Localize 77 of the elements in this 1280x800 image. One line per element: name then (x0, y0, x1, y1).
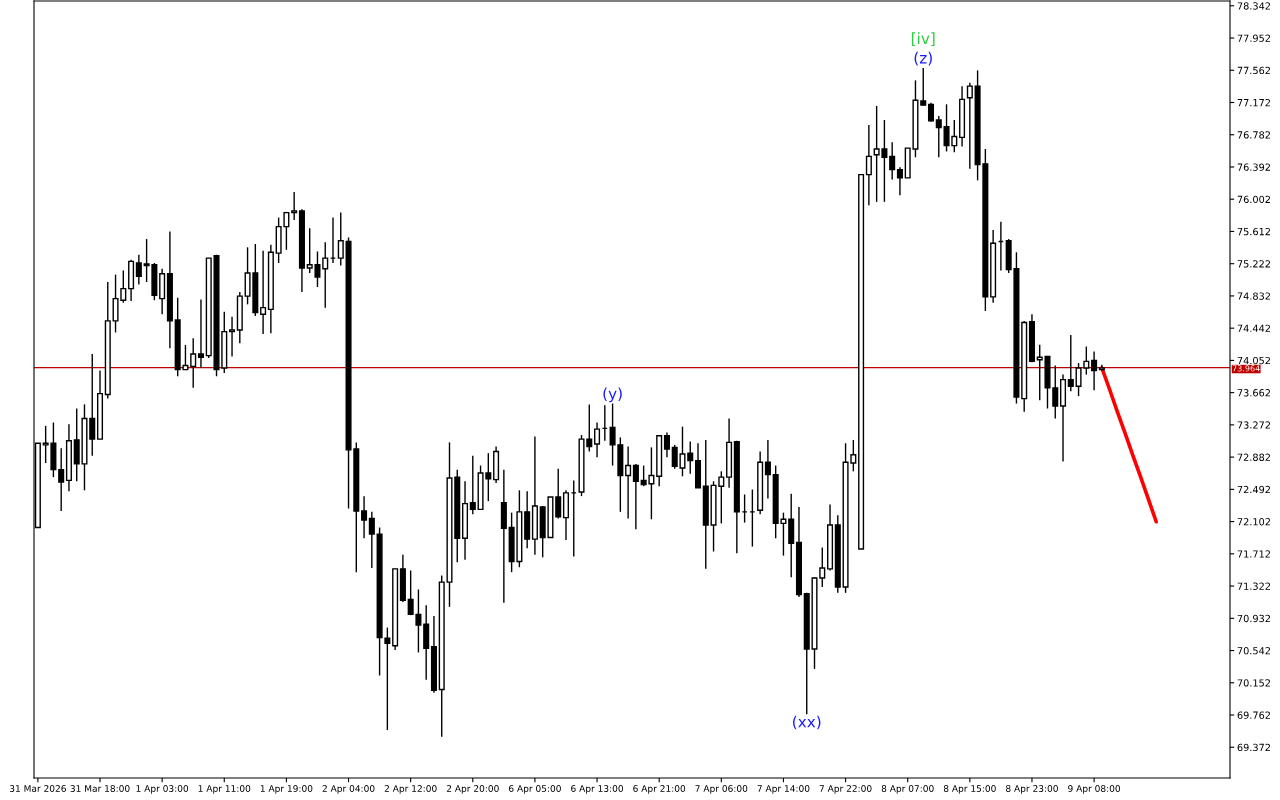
y-tick-label: 74.442 (1237, 324, 1270, 332)
candlestick (423, 604, 430, 681)
x-tick-label: 8 Apr 07:00 (881, 785, 934, 794)
x-tick-label: 9 Apr 08:00 (1068, 785, 1121, 794)
x-tick-label: 1 Apr 19:00 (260, 785, 313, 794)
y-tick-label: 74.832 (1237, 292, 1270, 300)
candlestick (384, 626, 391, 731)
y-tick-label: 71.322 (1237, 582, 1270, 590)
x-tick-label: 2 Apr 20:00 (446, 785, 499, 794)
candlestick (625, 445, 632, 520)
x-tick-label: 31 Mar 2026 (9, 785, 66, 792)
y-tick-label: 72.492 (1237, 485, 1270, 494)
candlestick (555, 468, 562, 520)
candlestick (1067, 334, 1074, 392)
x-tick-label: 7 Apr 14:00 (757, 785, 810, 794)
x-tick-label: 8 Apr 15:00 (943, 785, 996, 794)
candlestick (368, 511, 375, 569)
x-tick-label: 1 Apr 11:00 (198, 785, 251, 794)
y-tick-label: 70.932 (1237, 614, 1270, 623)
candlestick (361, 495, 368, 539)
annotation: (y) (603, 387, 622, 403)
y-tick-label: 73.272 (1237, 421, 1270, 429)
y-tick-label: 70.542 (1237, 647, 1270, 655)
x-tick-label: 7 Apr 06:00 (695, 785, 748, 794)
candlestick (764, 439, 771, 500)
candlestick (190, 337, 197, 389)
y-tick-label: 77.952 (1237, 34, 1270, 42)
candlestick (337, 211, 344, 267)
x-tick-label: 6 Apr 05:00 (508, 785, 561, 794)
candlestick (135, 254, 142, 286)
candlestick (469, 454, 476, 516)
y-tick-label: 76.392 (1237, 163, 1270, 171)
annotation: (xx) (793, 715, 821, 730)
x-tick-label: 7 Apr 22:00 (819, 785, 872, 794)
y-tick-label: 70.152 (1237, 679, 1270, 687)
annotation: [iv] (911, 32, 935, 46)
y-tick-label: 72.882 (1237, 453, 1270, 461)
y-tick-label: 73.662 (1237, 389, 1270, 397)
y-tick-label: 75.612 (1237, 227, 1270, 236)
x-tick-label: 1 Apr 03:00 (136, 785, 189, 794)
y-tick-label: 76.002 (1237, 195, 1270, 204)
ref-line-label: 73.964 (1232, 365, 1260, 372)
y-tick-label: 74.052 (1237, 356, 1270, 365)
y-tick-label: 77.172 (1237, 98, 1270, 107)
candlestick (632, 463, 639, 530)
candlestick (229, 316, 236, 358)
y-tick-label: 69.762 (1237, 711, 1270, 719)
candlestick (889, 141, 896, 181)
x-tick-label: 2 Apr 12:00 (384, 785, 437, 794)
candlestick (896, 166, 903, 196)
candlestick (58, 447, 65, 512)
x-tick-label: 31 Mar 18:00 (70, 785, 130, 792)
y-tick-label: 77.562 (1237, 66, 1270, 75)
x-tick-label: 6 Apr 13:00 (571, 785, 624, 794)
candlestick (788, 492, 795, 578)
candlestick (260, 249, 267, 335)
y-tick-label: 75.222 (1237, 260, 1270, 268)
annotation: (z) (914, 51, 932, 66)
candlestick (920, 67, 927, 106)
y-tick-label: 78.342 (1237, 2, 1270, 10)
candlestick (291, 191, 298, 221)
candlestick (966, 82, 973, 170)
candlestick (322, 241, 329, 309)
candlestick (197, 298, 204, 369)
candlestick (865, 124, 872, 206)
candlestick (927, 101, 935, 123)
candlestick (935, 115, 942, 158)
y-tick-label: 71.712 (1237, 550, 1270, 558)
y-tick-label: 76.782 (1237, 131, 1270, 139)
y-tick-label: 72.102 (1237, 518, 1270, 526)
x-tick-label: 8 Apr 23:00 (1006, 785, 1058, 794)
candlestick (1091, 350, 1098, 392)
candlestick (663, 431, 670, 458)
y-tick-label: 69.372 (1237, 743, 1270, 752)
candlestick (594, 421, 601, 458)
x-tick-label: 2 Apr 04:00 (322, 785, 375, 794)
x-tick-label: 6 Apr 21:00 (633, 785, 686, 794)
